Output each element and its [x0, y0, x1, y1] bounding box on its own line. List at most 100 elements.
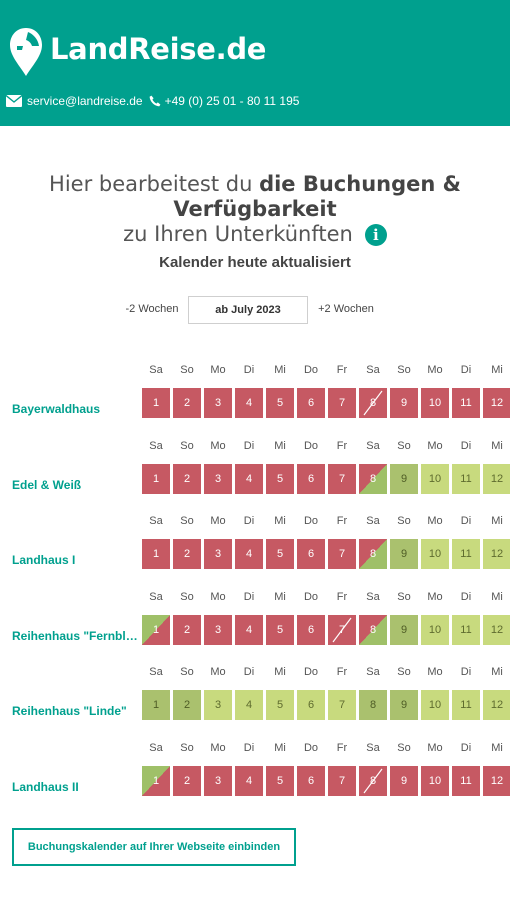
- calendar-day-cell[interactable]: 2: [173, 690, 201, 720]
- calendar-day-cell[interactable]: 7: [328, 690, 356, 720]
- calendar-day-cell[interactable]: 6: [297, 388, 325, 418]
- calendar-day-cell[interactable]: 11: [452, 539, 480, 569]
- logo-text[interactable]: LandReise.de: [50, 32, 267, 66]
- calendar-day-cell[interactable]: 5: [266, 463, 294, 494]
- calendar-day-cell[interactable]: 5: [266, 614, 294, 645]
- day-number: 2: [183, 548, 191, 560]
- calendar-day-cell[interactable]: 6: [297, 539, 325, 569]
- calendar-day-cell[interactable]: 9: [390, 690, 418, 720]
- day-number: 6: [307, 623, 315, 636]
- day-number: 10: [428, 774, 442, 787]
- calendar-day-cell[interactable]: 1: [142, 388, 170, 418]
- calendar-day-cell[interactable]: 11: [452, 614, 480, 645]
- calendar-day-cell[interactable]: 12: [483, 388, 510, 418]
- current-period-field[interactable]: ab July 2023: [188, 296, 308, 324]
- calendar-day-cell[interactable]: 12: [483, 614, 510, 645]
- day-number: 1: [152, 548, 160, 560]
- calendar-day-cell[interactable]: 4: [235, 690, 263, 720]
- calendar-day-cell[interactable]: 10: [421, 388, 449, 418]
- calendar-day-cell[interactable]: 12: [483, 690, 510, 720]
- calendar-day-cell[interactable]: 11: [452, 690, 480, 720]
- weekday-label: Fr: [336, 590, 348, 603]
- day-number: 6: [307, 548, 315, 560]
- calendar-day-cell[interactable]: 10: [421, 463, 449, 494]
- calendar-day-cell[interactable]: 3: [204, 690, 232, 720]
- calendar-day-cell[interactable]: 7: [328, 539, 356, 569]
- info-icon[interactable]: i: [364, 224, 387, 246]
- calendar-day-cell[interactable]: 1: [142, 765, 170, 796]
- contact-email[interactable]: service@landreise.de: [27, 94, 143, 108]
- calendar-day-cell[interactable]: 1: [142, 614, 170, 645]
- calendar-day-cell[interactable]: 6: [297, 614, 325, 645]
- calendar-day-cell[interactable]: 4: [235, 388, 263, 418]
- calendar-day-cell[interactable]: 1: [142, 539, 170, 569]
- calendar-day-cell[interactable]: 4: [235, 463, 263, 494]
- calendar-day-cell[interactable]: 12: [483, 539, 510, 569]
- calendar-day-cell[interactable]: 8: [359, 463, 387, 494]
- calendar-day-cell[interactable]: 8: [359, 388, 387, 418]
- prev-weeks-button[interactable]: -2 Wochen: [125, 303, 179, 315]
- calendar-day-cell[interactable]: 10: [421, 765, 449, 796]
- calendar-day-cell[interactable]: 6: [297, 463, 325, 494]
- calendar-day-cell[interactable]: 2: [173, 539, 201, 569]
- calendar-day-cell[interactable]: 11: [452, 765, 480, 796]
- weekday-label: Mo: [210, 439, 226, 452]
- calendar-day-cell[interactable]: 3: [204, 463, 232, 494]
- calendar-day-cell[interactable]: 2: [173, 463, 201, 494]
- calendar-day-cell[interactable]: 5: [266, 765, 294, 796]
- weekday-label: Di: [460, 590, 472, 603]
- calendar-day-cell[interactable]: 7: [328, 463, 356, 494]
- calendar-day-cell[interactable]: 3: [204, 388, 232, 418]
- calendar-day-cell[interactable]: 5: [266, 388, 294, 418]
- calendar-day-cell[interactable]: 10: [421, 690, 449, 720]
- calendar-day-cell[interactable]: 12: [483, 463, 510, 494]
- calendar-day-cell[interactable]: 9: [390, 765, 418, 796]
- day-number: 2: [183, 397, 191, 409]
- calendar-day-cell[interactable]: 10: [421, 614, 449, 645]
- calendar-day-cell[interactable]: 6: [297, 690, 325, 720]
- calendar-day-cell[interactable]: 6: [297, 765, 325, 796]
- calendar-day-cell[interactable]: 10: [421, 539, 449, 569]
- calendar-day-cell[interactable]: 4: [235, 765, 263, 796]
- calendar-day-cell[interactable]: 8: [359, 614, 387, 645]
- property-name[interactable]: Landhaus II: [12, 779, 79, 794]
- calendar-day-cell[interactable]: 8: [359, 539, 387, 569]
- calendar-day-cell[interactable]: 7: [328, 614, 356, 645]
- calendar-day-cell[interactable]: 5: [266, 539, 294, 569]
- pin-face-logo-icon[interactable]: [8, 26, 44, 78]
- calendar-day-cell[interactable]: 1: [142, 463, 170, 494]
- calendar-day-cell[interactable]: 12: [483, 765, 510, 796]
- calendar-day-cell[interactable]: 3: [204, 765, 232, 796]
- calendar-day-cell[interactable]: 3: [204, 539, 232, 569]
- property-name[interactable]: Bayerwaldhaus: [12, 402, 101, 416]
- property-name[interactable]: Reihenhaus "Fernblick": [12, 628, 138, 643]
- calendar-day-cell[interactable]: 11: [452, 388, 480, 418]
- calendar-day-cell[interactable]: 9: [390, 463, 418, 494]
- calendar-day-cell[interactable]: 5: [266, 690, 294, 720]
- next-weeks-button[interactable]: +2 Wochen: [318, 303, 374, 315]
- calendar-day-cell[interactable]: 2: [173, 614, 201, 645]
- calendar-day-cell[interactable]: 2: [173, 765, 201, 796]
- calendar-day-cell[interactable]: 7: [328, 765, 356, 796]
- property-name[interactable]: Landhaus I: [12, 553, 76, 567]
- calendar-day-cell[interactable]: 7: [328, 388, 356, 418]
- contact-phone[interactable]: +49 (0) 25 01 - 80 11 195: [164, 94, 300, 108]
- calendar-day-cell[interactable]: 9: [390, 388, 418, 418]
- day-number: 3: [214, 548, 222, 560]
- calendar-day-cell[interactable]: 3: [204, 614, 232, 645]
- day-number: 5: [276, 623, 284, 636]
- property-name[interactable]: Reihenhaus "Linde": [12, 704, 127, 718]
- calendar-day-cell[interactable]: 4: [235, 614, 263, 645]
- calendar-day-cell[interactable]: 4: [235, 539, 263, 569]
- property-name[interactable]: Edel & Weiß: [12, 477, 82, 492]
- weekday-label: Mi: [274, 439, 286, 452]
- calendar-day-cell[interactable]: 9: [390, 614, 418, 645]
- calendar-day-cell[interactable]: 1: [142, 690, 170, 720]
- calendar-day-cell[interactable]: 11: [452, 463, 480, 494]
- weekday-label: Fr: [336, 666, 348, 678]
- calendar-day-cell[interactable]: 9: [390, 539, 418, 569]
- calendar-day-cell[interactable]: 8: [359, 765, 387, 796]
- embed-calendar-button[interactable]: Buchungskalender auf Ihrer Webseite einb…: [12, 828, 296, 866]
- calendar-day-cell[interactable]: 8: [359, 690, 387, 720]
- calendar-day-cell[interactable]: 2: [173, 388, 201, 418]
